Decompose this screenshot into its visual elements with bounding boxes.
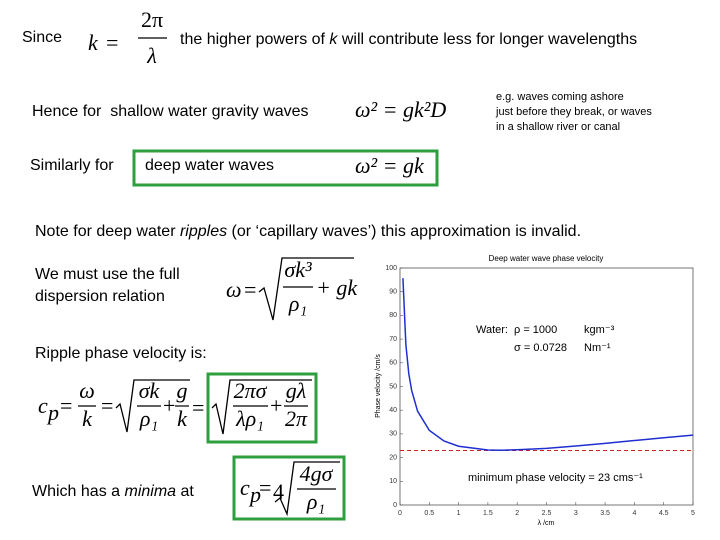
math: = [259,475,271,500]
math: ρ₁ [306,489,325,514]
math: + [163,393,175,418]
y-tick-label: 40 [389,407,397,414]
annotation: minimum phase velocity = 23 cms⁻¹ [468,472,643,484]
y-tick-label: 10 [389,478,397,485]
y-tick-label: 70 [389,336,397,343]
radical [211,379,312,435]
y-tick-label: 60 [389,360,397,367]
x-tick-label: 2 [515,510,519,517]
math: ρ₁ [288,291,307,316]
x-tick-label: 1 [457,510,461,517]
x-tick-label: 1.5 [483,510,493,517]
math: = [106,30,118,55]
highlight-box [206,372,318,444]
y-tick-label: 90 [389,289,397,296]
math: 2πσ [234,378,268,403]
chart: Deep water wave phase velocity λ /cm Pha… [370,252,698,528]
label: Ripple phase velocity is: [35,345,207,362]
math: c [240,475,250,500]
note: Note for deep water ripples (or ‘capilla… [35,223,581,240]
text: minima [124,483,176,500]
annotation: ρ = 1000 [514,324,557,336]
label: dispersion relation [35,288,165,305]
math: ω [226,277,242,302]
label: Which has a minima at [32,483,194,500]
text: will contribute less for longer waveleng… [337,31,637,48]
y-tick-label: 20 [389,454,397,461]
math: 2π [141,7,163,32]
note: in a shallow river or canal [496,121,620,133]
x-tick-label: 3.5 [600,510,610,517]
math: σk³ [284,257,312,282]
math: k [88,30,99,55]
math: + [270,393,282,418]
math: + gk [316,275,358,300]
y-tick-label: 0 [393,502,397,509]
x-tick-label: 2.5 [542,510,552,517]
math: = [60,393,72,418]
radical [115,379,190,433]
math: = [244,277,256,302]
statement: the higher powers of k will contribute l… [180,31,637,48]
math: σk [139,378,161,403]
highlight-box [232,455,346,521]
radical [258,257,354,321]
annotation: σ = 0.0728 [514,342,567,354]
text: Note for deep water [35,223,180,240]
y-tick-label: 30 [389,431,397,438]
math: k [82,406,93,431]
math: gλ [286,378,307,403]
annotation: kgm⁻³ [584,324,615,336]
data-line [402,278,694,452]
label: deep water waves [145,157,274,174]
x-tick-label: 0.5 [424,510,434,517]
math: λρ₁ [235,406,264,431]
label: Hence for shallow water gravity waves [32,103,309,120]
math: ω [79,378,95,403]
text: the higher powers of [180,31,329,48]
math: c [38,393,48,418]
y-tick-label: 50 [389,383,397,390]
x-tick-label: 3 [574,510,578,517]
label: We must use the full [35,266,180,283]
x-axis-label: λ /cm [538,520,555,527]
note: e.g. waves coming ashore [496,91,624,103]
text: k [329,31,338,48]
y-tick-label: 80 [389,312,397,319]
math: 4gσ [300,461,334,486]
math: k [177,406,188,431]
text: Which has a [32,483,124,500]
math: p [46,400,59,425]
x-tick-label: 4 [632,510,636,517]
label: Similarly for [30,157,114,174]
label: Since [22,29,62,46]
math: = [101,393,113,418]
math: ρ₁ [139,406,158,431]
x-tick-label: 0 [398,510,402,517]
highlight-box [132,149,439,187]
math: 2π [285,406,308,431]
annotation: Nm⁻¹ [584,342,611,354]
note: just before they break, or waves [495,106,652,118]
math: g [177,378,188,403]
math: ω² = gk²D [355,97,446,122]
math: ω² = gk [355,153,425,178]
x-tick-label: 5 [691,510,695,517]
annotation: Water: [476,324,508,336]
chart-background [370,252,698,528]
chart-title: Deep water wave phase velocity [489,254,604,263]
y-axis-label: Phase velocity /cm/s [375,354,382,418]
math: 4 [273,479,284,504]
radical [274,461,340,517]
math: p [248,482,261,507]
text: at [176,483,194,500]
math: = [192,395,204,420]
text: ripples [180,223,227,240]
text: (or ‘capillary waves’) this approximatio… [227,223,581,240]
math: λ [146,43,157,68]
x-tick-label: 4.5 [659,510,669,517]
y-tick-label: 100 [385,265,397,272]
